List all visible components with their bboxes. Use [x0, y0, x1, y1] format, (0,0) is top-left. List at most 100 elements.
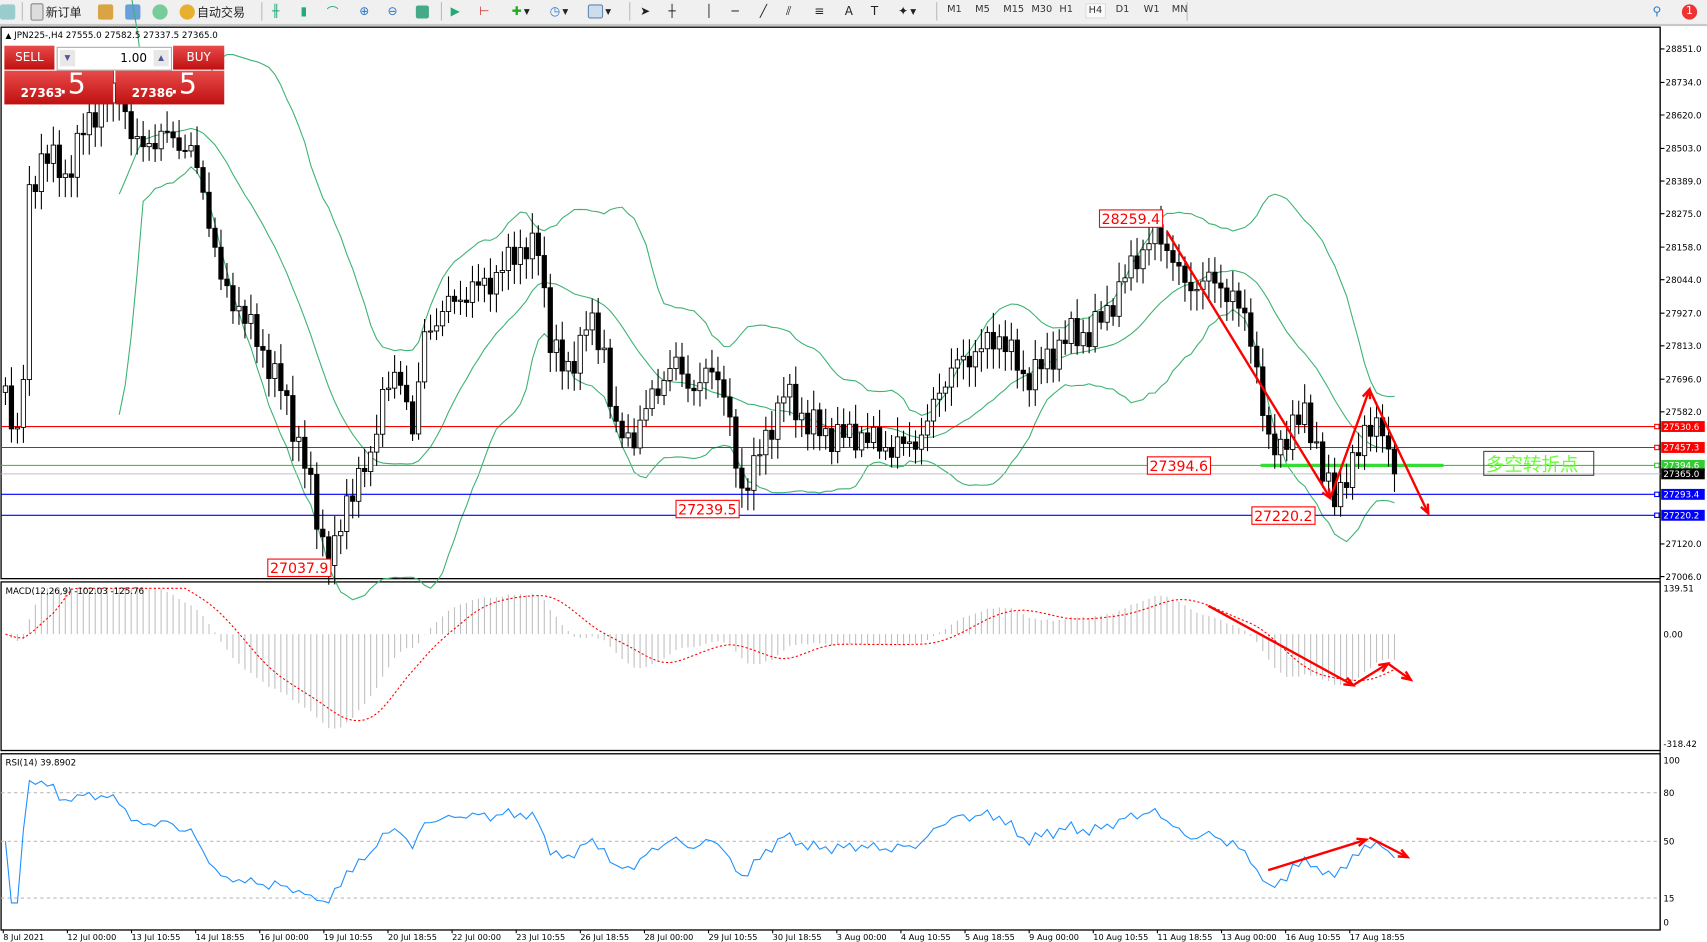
sell-price-button[interactable]: 27363 .5 — [4, 69, 114, 105]
candle — [272, 363, 278, 379]
candle — [1373, 417, 1380, 437]
candle — [1122, 277, 1128, 283]
zoom-search-icon[interactable] — [0, 2, 16, 20]
chart-shift-button[interactable]: ⊢ — [478, 4, 490, 19]
line-handle[interactable] — [1654, 444, 1660, 451]
rsi-axis-label: 100 — [1663, 757, 1680, 767]
cursor-tool[interactable]: ➤ — [640, 4, 651, 19]
price-tag — [1661, 442, 1705, 453]
candle — [1314, 441, 1320, 444]
timeframe-h1[interactable]: H1 — [1059, 4, 1074, 16]
timeframe-d1[interactable]: D1 — [1115, 4, 1130, 16]
periods-button[interactable]: ◷ ▼ — [549, 4, 569, 19]
candle — [164, 130, 170, 133]
price-axis-label: 28389.0 — [1666, 177, 1702, 187]
fibonacci-tool[interactable]: ≡ — [814, 4, 825, 19]
line-handle[interactable] — [1654, 462, 1660, 469]
text-label-tool[interactable]: T — [870, 4, 879, 19]
candle — [230, 285, 236, 312]
candle — [553, 339, 559, 353]
time-axis-label: 20 Jul 18:55 — [388, 932, 437, 942]
price-annotation: 27220.2 — [1254, 509, 1312, 525]
horizontal-line-tool[interactable]: ─ — [731, 4, 739, 19]
notifications-button[interactable]: 1 — [1681, 2, 1698, 20]
candle — [475, 281, 482, 286]
candle — [631, 432, 637, 449]
candle — [392, 371, 398, 389]
price-annotation-box — [675, 499, 740, 519]
equidistant-channel-tool[interactable]: ⫽ — [785, 3, 792, 18]
signals-button[interactable] — [152, 2, 168, 20]
new-order-button[interactable]: 新订单 — [30, 2, 82, 21]
candle — [888, 447, 895, 458]
text-tool[interactable]: A — [844, 4, 853, 19]
candle — [1248, 312, 1254, 347]
time-axis-label: 17 Aug 18:55 — [1350, 932, 1405, 942]
volume-increase-button[interactable]: ▲ — [153, 50, 169, 67]
auto-scroll-button[interactable]: ▶ — [450, 4, 460, 19]
bar-chart-button[interactable]: ╫ — [272, 4, 280, 19]
price-axis-label: 28275.0 — [1666, 210, 1702, 220]
timeframe-m5[interactable]: M5 — [975, 4, 990, 16]
candle-chart-button[interactable]: ▮ — [300, 4, 308, 19]
price-tag-label: 27220.2 — [1663, 512, 1699, 522]
navigator-button[interactable] — [97, 2, 114, 20]
candle — [595, 312, 601, 351]
candle — [469, 281, 476, 303]
candle — [68, 173, 74, 178]
price-annotation: 27037.9 — [270, 561, 328, 577]
volume-decrease-button[interactable]: ▼ — [59, 50, 76, 67]
zoom-out-button[interactable]: ⊖ — [387, 4, 398, 19]
terminal-button[interactable] — [125, 2, 141, 20]
candle — [1146, 243, 1152, 251]
candle — [613, 405, 619, 422]
macd-axis-label: -318.42 — [1663, 740, 1697, 750]
candle — [966, 355, 973, 368]
collapse-icon[interactable]: ▲ — [5, 31, 11, 40]
volume-field[interactable]: ▼ 1.00 ▲ — [56, 46, 172, 71]
timeframe-m15[interactable]: M15 — [1003, 4, 1025, 16]
rsi-axis-label: 80 — [1663, 789, 1674, 799]
macd-axis-label: 0.00 — [1663, 630, 1682, 640]
price-axis-label: 27696.0 — [1666, 375, 1702, 385]
candle — [918, 434, 925, 450]
buy-button[interactable]: BUY — [173, 45, 225, 70]
candle — [739, 467, 745, 489]
candle — [356, 468, 362, 502]
line-handle[interactable] — [1654, 491, 1660, 498]
candle — [1212, 271, 1218, 284]
time-axis-label: 28 Jul 00:00 — [644, 932, 693, 942]
trendline-tool[interactable]: ╱ — [759, 4, 768, 19]
vertical-line-tool[interactable]: │ — [705, 4, 713, 19]
candle — [757, 454, 763, 457]
auto-trading-button[interactable]: 自动交易 — [179, 2, 245, 20]
timeframe-h4[interactable]: H4 — [1085, 3, 1106, 19]
zoom-in-button[interactable]: ⊕ — [359, 4, 370, 19]
timeframe-w1[interactable]: W1 — [1143, 4, 1160, 16]
sell-button[interactable]: SELL — [4, 45, 55, 70]
templates-button[interactable]: ▼ — [587, 2, 611, 20]
timeframe-m1[interactable]: M1 — [947, 4, 962, 16]
price-axis-label: 28851.0 — [1666, 45, 1702, 55]
timeframe-m30[interactable]: M30 — [1031, 4, 1053, 16]
auto-trading-icon — [179, 3, 195, 20]
candle — [936, 392, 943, 400]
crosshair-tool[interactable]: ┼ — [668, 4, 676, 19]
search-icon[interactable]: ⚲ — [1652, 4, 1662, 19]
tile-windows-button[interactable] — [415, 2, 429, 20]
candle — [673, 356, 679, 369]
line-chart-button[interactable]: ⌒ — [326, 4, 339, 20]
line-handle[interactable] — [1654, 512, 1660, 519]
buy-price-button[interactable]: 27386 .5 — [115, 69, 225, 105]
candle — [1236, 290, 1242, 309]
arrows-tool[interactable]: ✦ ▼ — [898, 4, 917, 19]
candle — [134, 136, 140, 140]
candle — [996, 336, 1002, 350]
candle — [984, 331, 990, 350]
timeframe-mn[interactable]: MN — [1171, 4, 1188, 16]
time-axis-label: 13 Aug 00:00 — [1222, 932, 1277, 942]
line-handle[interactable] — [1654, 423, 1660, 430]
signal-icon — [152, 3, 168, 20]
indicators-button[interactable]: ✚ ▼ — [511, 4, 530, 19]
